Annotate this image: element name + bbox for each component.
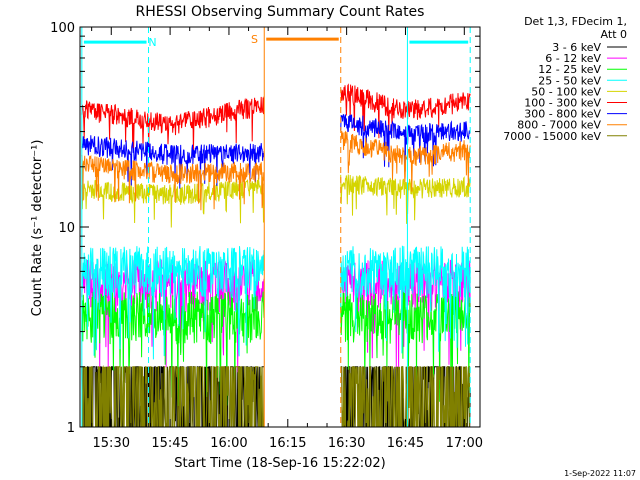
y-tick-label: 10	[58, 221, 75, 236]
series-25-50-kev-segment	[340, 245, 471, 354]
axes: 15:30 15:45 16:00 16:15 16:30 16:45 17:00 1 10 10…	[50, 21, 483, 451]
series-7000-15000-kev-segment	[81, 365, 265, 427]
x-tick-label: 16:15	[269, 436, 306, 451]
legend-entry-label: 6 - 12 keV	[545, 52, 601, 65]
series-100-300-kev-segment	[340, 83, 471, 139]
chart-title: RHESSI Observing Summary Count Rates	[136, 4, 425, 20]
series-800-7000-kev-segment	[340, 130, 471, 192]
x-tick-label: 16:45	[387, 436, 424, 451]
x-tick-label: 15:45	[151, 436, 188, 451]
series-300-800-kev-segment	[340, 113, 471, 172]
footer-date: 1-Sep-2022 11:07	[564, 469, 636, 478]
data-clip-group	[81, 83, 471, 427]
legend-entry-label: 800 - 7000 keV	[517, 119, 601, 132]
legend-entry-label: 50 - 100 keV	[531, 85, 601, 98]
span-label: S	[251, 33, 258, 46]
series-100-300-kev-segment	[81, 96, 265, 153]
series-50-100-kev-segment	[81, 176, 265, 228]
y-tick-label: 1	[67, 421, 75, 436]
legend-entry-label: 7000 - 15000 keV	[503, 130, 601, 143]
series-12-25-kev-segment	[340, 291, 471, 402]
span-label: N	[148, 36, 156, 49]
legend-entry-label: 3 - 6 keV	[552, 41, 601, 54]
legend-entry-label: 100 - 300 keV	[524, 97, 601, 110]
series-800-7000-kev-segment	[81, 154, 264, 211]
x-axis-label: Start Time (18-Sep-16 15:22:02)	[174, 456, 385, 471]
series-7000-15000-kev-segment	[340, 365, 471, 427]
series-300-800-kev-segment	[81, 135, 265, 189]
x-tick-label: 17:00	[446, 436, 483, 451]
x-tick-label: 15:30	[93, 436, 130, 451]
legend-header-line-2: Att 0	[601, 28, 627, 41]
y-tick-label: 100	[50, 21, 75, 36]
series-50-100-kev-segment	[340, 174, 471, 224]
x-tick-label: 16:30	[328, 436, 365, 451]
data-area	[81, 83, 471, 427]
legend-entry-label: 25 - 50 keV	[538, 74, 601, 87]
legend-entry-label: 300 - 800 keV	[524, 108, 601, 121]
legend-entry-label: 12 - 25 keV	[538, 63, 601, 76]
y-axis-label: Count Rate (s⁻¹ detector⁻¹)	[30, 140, 45, 317]
x-tick-label: 16:00	[210, 436, 247, 451]
legend-header-line-1: Det 1,3, FDecim 1,	[524, 15, 627, 28]
series-12-25-kev-segment	[81, 291, 265, 407]
series-25-50-kev-segment	[81, 246, 265, 360]
